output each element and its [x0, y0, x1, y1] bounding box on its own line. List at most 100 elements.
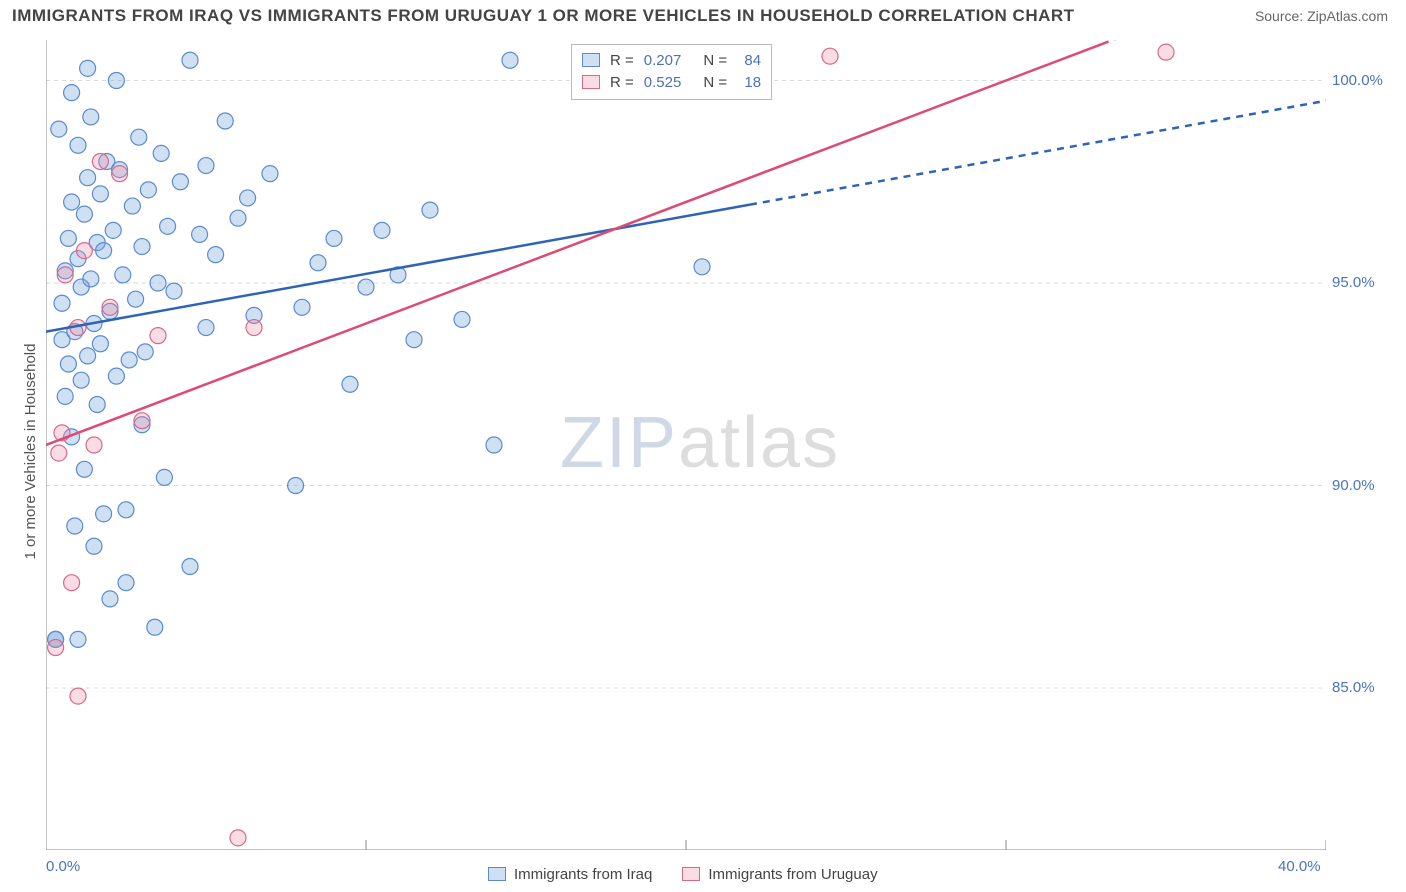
legend-r-value: 0.525 — [644, 74, 682, 91]
data-point — [86, 538, 102, 554]
y-tick-label: 95.0% — [1332, 274, 1375, 291]
data-point — [51, 445, 67, 461]
data-point — [217, 113, 233, 129]
data-point — [64, 194, 80, 210]
data-point — [153, 145, 169, 161]
data-point — [166, 283, 182, 299]
data-point — [134, 239, 150, 255]
data-point — [80, 60, 96, 76]
data-point — [92, 186, 108, 202]
data-point — [182, 52, 198, 68]
data-point — [60, 356, 76, 372]
data-point — [288, 478, 304, 494]
trend-line — [46, 44, 1102, 445]
y-tick-label: 90.0% — [1332, 477, 1375, 494]
data-point — [822, 48, 838, 64]
data-point — [342, 376, 358, 392]
legend-n-value: 18 — [737, 74, 761, 91]
data-point — [121, 352, 137, 368]
legend-series: Immigrants from Iraq Immigrants from Urug… — [488, 866, 878, 883]
data-point — [147, 619, 163, 635]
legend-n-label: N = — [703, 52, 727, 69]
data-point — [374, 222, 390, 238]
data-point — [156, 469, 172, 485]
data-point — [502, 52, 518, 68]
data-point — [89, 397, 105, 413]
x-tick-label: 0.0% — [46, 858, 80, 875]
data-point — [124, 198, 140, 214]
legend-swatch — [488, 867, 506, 881]
legend-r-label: R = — [610, 74, 634, 91]
data-point — [172, 174, 188, 190]
legend-r-label: R = — [610, 52, 634, 69]
data-point — [92, 336, 108, 352]
data-point — [198, 158, 214, 174]
legend-series-item: Immigrants from Uruguay — [682, 866, 877, 883]
data-point — [96, 243, 112, 259]
data-point — [294, 299, 310, 315]
data-point — [310, 255, 326, 271]
data-point — [51, 121, 67, 137]
data-point — [486, 437, 502, 453]
legend-series-item: Immigrants from Iraq — [488, 866, 652, 883]
data-point — [70, 137, 86, 153]
source-attribution: Source: ZipAtlas.com — [1255, 8, 1388, 24]
data-point — [57, 388, 73, 404]
data-point — [134, 413, 150, 429]
chart-plot-area — [46, 40, 1326, 850]
data-point — [240, 190, 256, 206]
data-point — [76, 243, 92, 259]
data-point — [108, 73, 124, 89]
data-point — [64, 575, 80, 591]
trend-line-extrapolated — [1102, 40, 1326, 44]
data-point — [192, 226, 208, 242]
data-point — [406, 332, 422, 348]
legend-series-label: Immigrants from Uruguay — [708, 866, 877, 883]
data-point — [137, 344, 153, 360]
trend-line-extrapolated — [750, 101, 1326, 205]
legend-swatch — [582, 75, 600, 89]
data-point — [73, 372, 89, 388]
y-axis-label: 1 or more Vehicles in Household — [22, 344, 39, 560]
data-point — [1158, 44, 1174, 60]
data-point — [67, 518, 83, 534]
data-point — [208, 247, 224, 263]
data-point — [108, 368, 124, 384]
data-point — [86, 437, 102, 453]
data-point — [230, 830, 246, 846]
data-point — [118, 575, 134, 591]
data-point — [102, 299, 118, 315]
data-point — [150, 275, 166, 291]
data-point — [118, 502, 134, 518]
y-tick-label: 85.0% — [1332, 679, 1375, 696]
data-point — [80, 170, 96, 186]
data-point — [262, 166, 278, 182]
data-point — [115, 267, 131, 283]
y-tick-label: 100.0% — [1332, 72, 1383, 89]
data-point — [182, 559, 198, 575]
legend-r-value: 0.207 — [644, 52, 682, 69]
legend-swatch — [682, 867, 700, 881]
data-point — [76, 461, 92, 477]
data-point — [76, 206, 92, 222]
data-point — [70, 688, 86, 704]
data-point — [60, 230, 76, 246]
x-tick-label: 40.0% — [1278, 858, 1321, 875]
data-point — [92, 154, 108, 170]
data-point — [230, 210, 246, 226]
legend-correlation-row: R =0.207N =84 — [582, 49, 761, 71]
data-point — [246, 320, 262, 336]
data-point — [112, 166, 128, 182]
data-point — [150, 328, 166, 344]
data-point — [102, 591, 118, 607]
data-point — [131, 129, 147, 145]
legend-n-label: N = — [703, 74, 727, 91]
data-point — [105, 222, 121, 238]
data-point — [358, 279, 374, 295]
data-point — [80, 348, 96, 364]
legend-swatch — [582, 53, 600, 67]
legend-correlation-row: R = 0.525 N = 18 — [582, 71, 761, 93]
data-point — [140, 182, 156, 198]
data-point — [694, 259, 710, 275]
data-point — [70, 631, 86, 647]
